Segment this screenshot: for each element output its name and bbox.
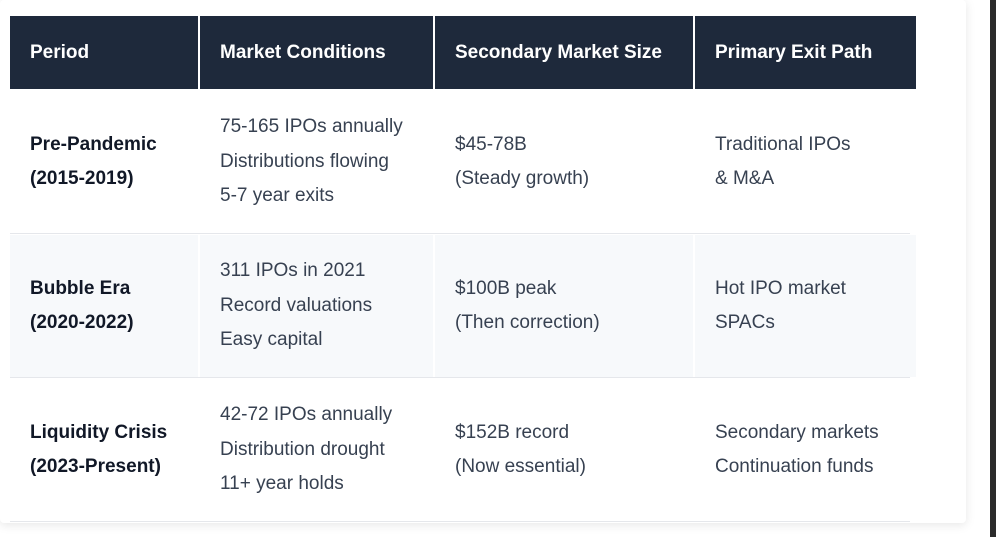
header-market-conditions: Market Conditions xyxy=(200,16,433,89)
exit-line: Secondary markets xyxy=(715,421,879,443)
table-row-3-size: $152B record (Now essential) xyxy=(435,379,693,521)
condition-line: Easy capital xyxy=(220,329,323,351)
condition-line: 11+ year holds xyxy=(220,473,344,495)
condition-line: Distributions flowing xyxy=(220,150,389,172)
row-divider xyxy=(10,521,910,522)
period-years: (2020-2022) xyxy=(30,312,134,333)
size-note: (Steady growth) xyxy=(455,168,590,189)
exit-line: Continuation funds xyxy=(715,456,874,477)
condition-line: 5-7 year exits xyxy=(220,185,335,207)
size-value: $100B peak xyxy=(455,277,557,299)
table-row-1-conditions: 75-165 IPOs annually Distributions flowi… xyxy=(200,91,433,233)
window-edge xyxy=(990,0,996,537)
header-period: Period xyxy=(10,16,198,89)
table-row-2-conditions: 311 IPOs in 2021 Record valuations Easy … xyxy=(200,235,433,377)
size-value: $45-78B xyxy=(455,133,527,155)
table-row-3-exit: Secondary markets Continuation funds xyxy=(695,379,916,521)
row-divider xyxy=(10,233,910,234)
table-row-3-period: Liquidity Crisis (2023-Present) xyxy=(10,379,198,521)
period-name: Liquidity Crisis xyxy=(30,421,168,443)
condition-line: 75-165 IPOs annually xyxy=(220,116,403,138)
table-row-1-exit: Traditional IPOs & M&A xyxy=(695,91,916,233)
table-row-1-period: Pre-Pandemic (2015-2019) xyxy=(10,91,198,233)
eras-table: Period Market Conditions Secondary Marke… xyxy=(10,16,916,521)
exit-line: & M&A xyxy=(715,168,775,189)
period-name: Bubble Era xyxy=(30,277,131,299)
condition-line: Distribution drought xyxy=(220,438,385,460)
table-row-2-period: Bubble Era (2020-2022) xyxy=(10,235,198,377)
condition-line: Record valuations xyxy=(220,294,373,316)
table-row-2-exit: Hot IPO market SPACs xyxy=(695,235,916,377)
header-secondary-market-size: Secondary Market Size xyxy=(435,16,693,89)
size-note: (Now essential) xyxy=(455,456,586,477)
exit-line: Hot IPO market xyxy=(715,277,846,299)
table-card: Period Market Conditions Secondary Marke… xyxy=(10,16,916,522)
header-primary-exit-path: Primary Exit Path xyxy=(695,16,916,89)
period-name: Pre-Pandemic xyxy=(30,133,157,155)
table-row-1-size: $45-78B (Steady growth) xyxy=(435,91,693,233)
table-row-3-conditions: 42-72 IPOs annually Distribution drought… xyxy=(200,379,433,521)
exit-line: SPACs xyxy=(715,312,775,333)
table-row-2-size: $100B peak (Then correction) xyxy=(435,235,693,377)
condition-line: 42-72 IPOs annually xyxy=(220,404,393,426)
period-years: (2023-Present) xyxy=(30,456,161,477)
size-note: (Then correction) xyxy=(455,312,600,333)
exit-line: Traditional IPOs xyxy=(715,133,851,155)
period-years: (2015-2019) xyxy=(30,168,134,189)
size-value: $152B record xyxy=(455,421,570,443)
row-divider xyxy=(10,377,910,378)
condition-line: 311 IPOs in 2021 xyxy=(220,260,366,282)
